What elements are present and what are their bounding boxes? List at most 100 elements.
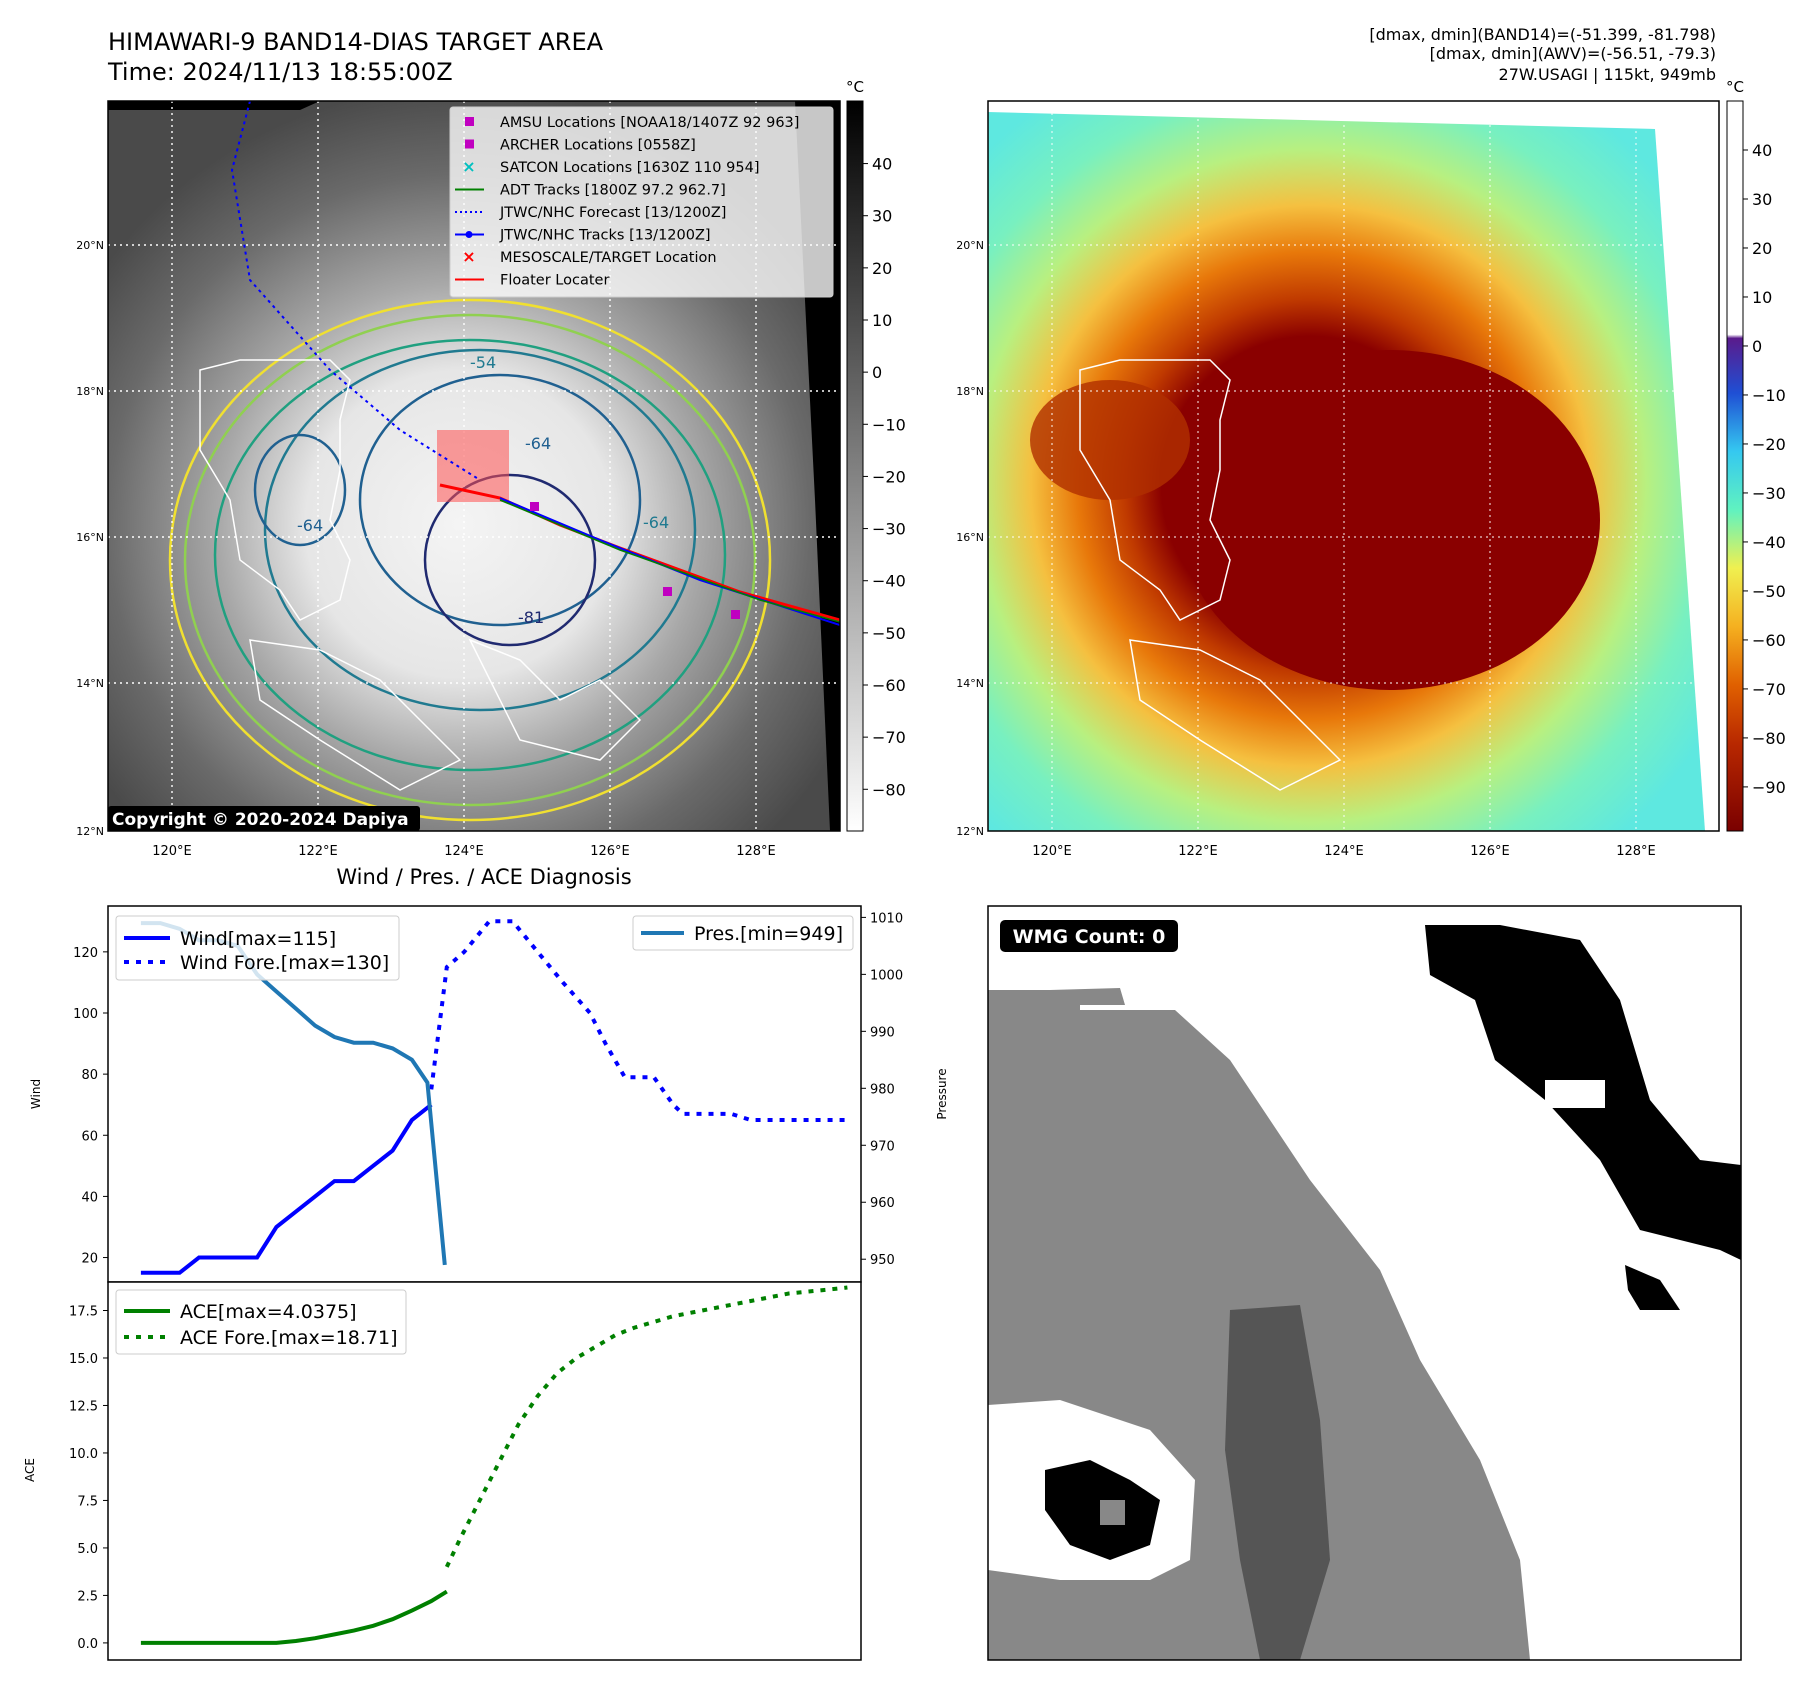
colorbar-tick-label: 20 bbox=[1752, 239, 1772, 258]
map-legend-entry: Floater Locater bbox=[455, 273, 609, 289]
colorbar-tick-label: −60 bbox=[1752, 631, 1786, 650]
lat-label: 20°N bbox=[956, 239, 984, 252]
map-legend: AMSU Locations [NOAA18/1407Z 92 963] ARCH… bbox=[449, 106, 834, 298]
colorbar-tick-label: −70 bbox=[1752, 680, 1786, 699]
colorbar-tick-label: −20 bbox=[1752, 435, 1786, 454]
y-tick-right-label: 1000 bbox=[870, 968, 903, 983]
color-colorbar: °C 40 30 20 10 0 −10 −20 −30 −40 −50 −60 −70 −80 −90 bbox=[1726, 78, 1786, 832]
colorbar-tick-label: −60 bbox=[872, 676, 906, 695]
lon-label: 120°E bbox=[1032, 844, 1072, 859]
ace-chart: 0.0 2.5 5.0 7.5 10.0 12.5 15.0 17.5 ACE ACE[max… bbox=[23, 1281, 862, 1661]
map-legend-entry: JTWC/NHC Forecast [13/1200Z] bbox=[455, 205, 726, 221]
legend-label: Floater Locater bbox=[500, 273, 609, 289]
y-tick-label: 7.5 bbox=[77, 1494, 98, 1509]
contour-label: -64 bbox=[643, 513, 669, 532]
colorbar-tick-label: 30 bbox=[872, 207, 892, 226]
ace-legend-box bbox=[115, 1289, 407, 1355]
colorbar-tick-label: −50 bbox=[872, 624, 906, 643]
title-line-2: Time: 2024/11/13 18:55:00Z bbox=[107, 58, 453, 86]
series-line-wind bbox=[140, 1103, 433, 1275]
y-tick-label: 10.0 bbox=[69, 1447, 98, 1462]
lon-label: 126°E bbox=[1470, 844, 1510, 859]
colorbar-tick-label: −80 bbox=[1752, 729, 1786, 748]
colorbar-tick-label: −10 bbox=[872, 415, 906, 434]
wind-pressure-chart: 20 40 60 80 100 120 950 960 970 980 990 1000 1010 Wi… bbox=[29, 905, 949, 1283]
y-tick-label: 100 bbox=[73, 1007, 98, 1022]
gray-colorbar-unit: °C bbox=[846, 78, 864, 96]
y-tick-label: 2.5 bbox=[77, 1589, 98, 1604]
legend-label: ARCHER Locations [0558Z] bbox=[500, 138, 696, 154]
legend-x-marker: × bbox=[462, 157, 475, 176]
colorbar-tick-label: 30 bbox=[1752, 190, 1772, 209]
colorbar-tick-label: −80 bbox=[872, 780, 906, 799]
map-legend-entry: × SATCON Locations [1630Z 110 954] bbox=[462, 157, 759, 176]
colorbar-tick-label: 10 bbox=[872, 311, 892, 330]
lon-label: 122°E bbox=[298, 844, 338, 859]
pressure-legend-box bbox=[632, 915, 854, 951]
stats-line-2: [dmax, dmin](AWV)=(-56.51, -79.3) bbox=[1430, 44, 1716, 63]
y-tick-right-label: 990 bbox=[870, 1025, 895, 1040]
y-tick-label: 15.0 bbox=[69, 1352, 98, 1367]
legend-square-marker bbox=[465, 139, 474, 149]
stats-line-3: 27W.USAGI | 115kt, 949mb bbox=[1499, 65, 1716, 84]
lat-label: 20°N bbox=[76, 239, 104, 252]
lat-label: 16°N bbox=[76, 531, 104, 544]
map-legend-entry: AMSU Locations [NOAA18/1407Z 92 963] bbox=[465, 115, 799, 131]
title-line-1: HIMAWARI-9 BAND14-DIAS TARGET AREA bbox=[108, 28, 604, 56]
legend-label: ACE[max=4.0375] bbox=[180, 1301, 357, 1323]
y-tick-label: 5.0 bbox=[77, 1542, 98, 1557]
color-colorbar-unit: °C bbox=[1726, 78, 1744, 96]
lat-label: 18°N bbox=[956, 385, 984, 398]
stats-line-1: [dmax, dmin](BAND14)=(-51.399, -81.798) bbox=[1369, 25, 1716, 44]
lon-label: 128°E bbox=[736, 844, 776, 859]
colorbar-tick-label: 0 bbox=[872, 363, 882, 382]
legend-label: Wind Fore.[max=130] bbox=[180, 952, 389, 974]
map-legend-entry: ARCHER Locations [0558Z] bbox=[465, 138, 696, 154]
map2-lon-labels: 120°E 122°E 124°E 126°E 128°E bbox=[1032, 844, 1656, 859]
y-tick-label: 17.5 bbox=[69, 1304, 98, 1319]
lon-label: 120°E bbox=[152, 844, 192, 859]
map-legend-entry: ADT Tracks [1800Z 97.2 962.7] bbox=[455, 183, 726, 199]
y-tick-label: 40 bbox=[81, 1190, 98, 1205]
contour-label: -81 bbox=[518, 608, 544, 627]
y-tick-right-label: 960 bbox=[870, 1196, 895, 1211]
color-ir-map-panel bbox=[987, 100, 1720, 832]
legend-label: Wind[max=115] bbox=[180, 928, 336, 950]
series-line-wind-fore- bbox=[429, 919, 848, 1122]
lat-label: 18°N bbox=[76, 385, 104, 398]
colorbar-tick-label: −10 bbox=[1752, 386, 1786, 405]
diagnosis-title: Wind / Pres. / ACE Diagnosis bbox=[336, 865, 631, 889]
y-tick-label: 80 bbox=[81, 1068, 98, 1083]
lon-label: 126°E bbox=[590, 844, 630, 859]
wmg-count-label: WMG Count: 0 bbox=[1013, 926, 1166, 948]
lon-label: 124°E bbox=[1324, 844, 1364, 859]
lon-label: 124°E bbox=[444, 844, 484, 859]
pressure-ylabel: Pressure bbox=[935, 1068, 949, 1119]
colorbar-tick-label: 20 bbox=[872, 259, 892, 278]
legend-label: SATCON Locations [1630Z 110 954] bbox=[500, 160, 759, 176]
legend-label: ADT Tracks [1800Z 97.2 962.7] bbox=[500, 183, 726, 199]
lat-label: 16°N bbox=[956, 531, 984, 544]
y-tick-right-label: 970 bbox=[870, 1139, 895, 1154]
colorbar-tick-label: 10 bbox=[1752, 288, 1772, 307]
legend-label: JTWC/NHC Tracks [13/1200Z] bbox=[499, 228, 711, 244]
series-line-ace bbox=[140, 1589, 448, 1645]
y-tick-label: 12.5 bbox=[69, 1399, 98, 1414]
lon-label: 122°E bbox=[1178, 844, 1218, 859]
y-tick-right-label: 980 bbox=[870, 1082, 895, 1097]
map-legend-entry: JTWC/NHC Tracks [13/1200Z] bbox=[455, 228, 711, 244]
map1-lon-labels: 120°E 122°E 124°E 126°E 128°E bbox=[152, 844, 776, 859]
legend-square-marker bbox=[465, 117, 474, 126]
legend-label: Pres.[min=949] bbox=[694, 923, 843, 945]
map1-lat-labels: 20°N 18°N 16°N 14°N 12°N bbox=[76, 239, 104, 838]
y-tick-label: 60 bbox=[81, 1129, 98, 1144]
colorbar-tick-label: −70 bbox=[872, 728, 906, 747]
lat-label: 14°N bbox=[956, 677, 984, 690]
legend-x-marker: × bbox=[462, 247, 475, 266]
colorbar-tick-label: 40 bbox=[872, 155, 892, 174]
colorbar-tick-label: −40 bbox=[872, 572, 906, 591]
colorbar-tick-label: −50 bbox=[1752, 582, 1786, 601]
y-tick-label: 20 bbox=[81, 1252, 98, 1267]
colorbar-tick-label: 0 bbox=[1752, 337, 1762, 356]
